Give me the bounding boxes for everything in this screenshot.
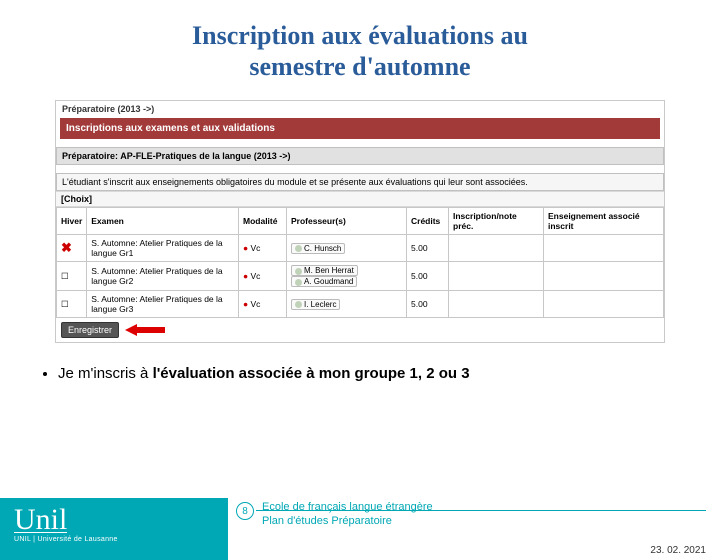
col-credits: Crédits xyxy=(407,208,449,235)
prof-tag: I. Leclerc xyxy=(291,299,340,310)
checkbox-cell[interactable]: ✖ xyxy=(57,235,87,262)
exam-cell: S. Automne: Atelier Pratiques de la lang… xyxy=(87,235,239,262)
profs-cell: M. Ben Herrat A. Goudmand xyxy=(287,262,407,291)
col-insc: Inscription/note préc. xyxy=(449,208,544,235)
title-line2: semestre d'automne xyxy=(249,52,470,81)
prep-line: Préparatoire (2013 ->) xyxy=(56,101,664,117)
table-row: ✖S. Automne: Atelier Pratiques de la lan… xyxy=(57,235,664,262)
choix-label: [Choix] xyxy=(56,191,664,207)
table-row: ☐S. Automne: Atelier Pratiques de la lan… xyxy=(57,262,664,291)
footer-text: Ecole de français langue étrangèrePlan d… xyxy=(262,501,433,529)
ens-cell xyxy=(544,235,664,262)
prof-tag: A. Goudmand xyxy=(291,276,357,287)
footer-left: Unil UNIL | Université de Lausanne xyxy=(0,498,228,560)
exam-cell: S. Automne: Atelier Pratiques de la lang… xyxy=(87,262,239,291)
screenshot-panel: Préparatoire (2013 ->) Inscriptions aux … xyxy=(55,100,665,343)
insc-cell xyxy=(449,235,544,262)
credits-cell: 5.00 xyxy=(407,262,449,291)
date-label: 23. 02. 2021 xyxy=(650,545,706,556)
col-hiver: Hiver xyxy=(57,208,87,235)
profs-cell: C. Hunsch xyxy=(287,235,407,262)
module-header: Préparatoire: AP-FLE-Pratiques de la lan… xyxy=(56,147,664,165)
mod-cell: ● Vc xyxy=(239,262,287,291)
credits-cell: 5.00 xyxy=(407,291,449,318)
col-modalite: Modalité xyxy=(239,208,287,235)
checkbox-cell[interactable]: ☐ xyxy=(57,291,87,318)
red-arrow-icon xyxy=(125,324,137,336)
footer-right: 8 Ecole de français langue étrangèrePlan… xyxy=(228,498,720,560)
ens-cell xyxy=(544,291,664,318)
col-ens: Enseignement associé inscrit xyxy=(544,208,664,235)
exam-table: Hiver Examen Modalité Professeur(s) Créd… xyxy=(56,207,664,318)
exam-cell: S. Automne: Atelier Pratiques de la lang… xyxy=(87,291,239,318)
insc-cell xyxy=(449,291,544,318)
table-row: ☐S. Automne: Atelier Pratiques de la lan… xyxy=(57,291,664,318)
page-number: 8 xyxy=(236,502,254,520)
checkbox-cell[interactable]: ☐ xyxy=(57,262,87,291)
footer: Unil UNIL | Université de Lausanne 8 Eco… xyxy=(0,498,720,560)
module-sub: L'étudiant s'inscrit aux enseignements o… xyxy=(56,173,664,191)
bullet-item: Je m'inscris à l'évaluation associée à m… xyxy=(58,365,680,382)
insc-cell xyxy=(449,262,544,291)
prof-tag: M. Ben Herrat xyxy=(291,265,358,276)
save-button[interactable]: Enregistrer xyxy=(61,322,119,338)
credits-cell: 5.00 xyxy=(407,235,449,262)
bullet-bold: l'évaluation associée à mon groupe 1, 2 … xyxy=(153,365,470,382)
bullet-prefix: Je m'inscris à xyxy=(58,365,153,382)
col-examen: Examen xyxy=(87,208,239,235)
title-line1: Inscription aux évaluations au xyxy=(192,21,528,50)
col-profs: Professeur(s) xyxy=(287,208,407,235)
profs-cell: I. Leclerc xyxy=(287,291,407,318)
mod-cell: ● Vc xyxy=(239,291,287,318)
prof-tag: C. Hunsch xyxy=(291,243,345,254)
mod-cell: ● Vc xyxy=(239,235,287,262)
unil-logo: Unil xyxy=(14,508,67,533)
ens-cell xyxy=(544,262,664,291)
inscriptions-tab[interactable]: Inscriptions aux examens et aux validati… xyxy=(60,118,660,139)
page-title: Inscription aux évaluations au semestre … xyxy=(0,20,720,82)
